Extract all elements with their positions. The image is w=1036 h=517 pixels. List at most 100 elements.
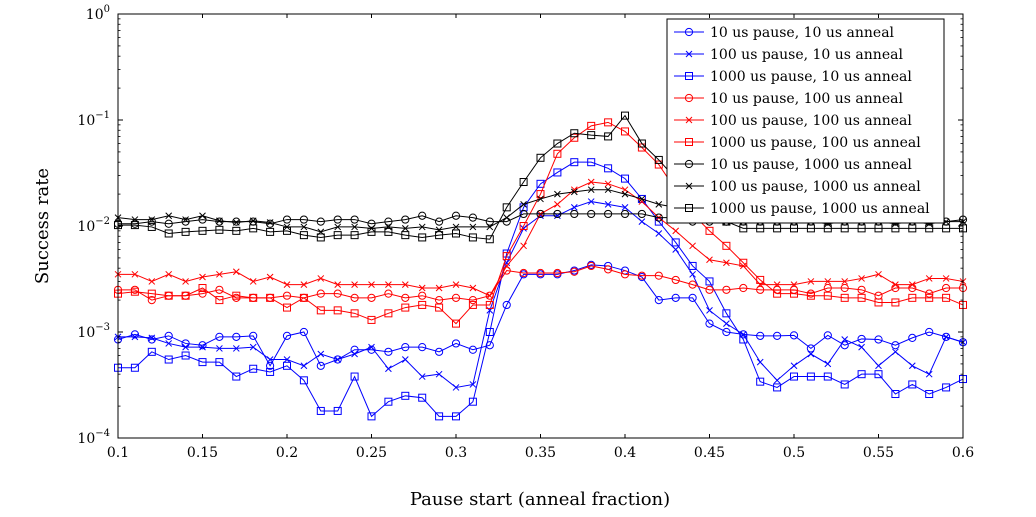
- data-point: [925, 289, 934, 298]
- data-point: [130, 287, 139, 296]
- data-point: [384, 227, 393, 236]
- y-tick-label: 10−1: [77, 110, 110, 129]
- y-axis-label: Success rate: [32, 168, 53, 284]
- data-point: [536, 153, 545, 162]
- data-point: [570, 267, 579, 276]
- data-point: [823, 224, 832, 233]
- data-point: [452, 412, 460, 421]
- data-point: [131, 270, 139, 278]
- data-point: [655, 230, 663, 237]
- data-point: [773, 289, 782, 298]
- ticks-layer: 0.1 0.15 0.2 0.25 0.3 0.35 0.4 0.45 0.5 0.55 0.6 10…: [77, 4, 974, 461]
- data-point: [351, 350, 358, 358]
- data-point: [570, 129, 579, 138]
- data-point: [333, 406, 342, 415]
- data-point: [840, 283, 849, 293]
- data-point: [468, 213, 477, 222]
- data-point: [908, 362, 916, 370]
- legend-box: [666, 18, 945, 224]
- data-point: [401, 343, 410, 352]
- data-point: [503, 214, 511, 221]
- legend-entry: 100 us pause, 10 us anneal: [674, 47, 903, 63]
- data-point: [570, 188, 578, 196]
- data-point: [334, 356, 342, 363]
- data-point: [232, 268, 240, 276]
- data-point: [367, 227, 376, 236]
- data-point: [739, 283, 748, 293]
- data-point: [925, 275, 933, 282]
- data-point: [384, 289, 393, 298]
- data-point: [198, 358, 207, 367]
- series-line: [118, 114, 963, 240]
- data-point: [182, 343, 189, 351]
- data-point: [807, 278, 815, 285]
- data-point: [147, 347, 156, 356]
- data-point: [130, 330, 139, 339]
- data-point: [892, 281, 899, 288]
- data-point: [637, 209, 647, 219]
- data-point: [806, 344, 816, 353]
- data-point: [823, 291, 832, 300]
- data-point: [385, 365, 392, 373]
- data-point: [401, 391, 410, 400]
- data-point: [587, 261, 596, 271]
- data-point: [282, 291, 292, 300]
- legend-entry: 10 us pause, 10 us anneal: [674, 25, 895, 41]
- data-point: [587, 158, 596, 167]
- data-point: [908, 293, 917, 302]
- data-point: [215, 225, 224, 234]
- data-point: [299, 293, 308, 302]
- x-tick-label: 0.15: [187, 445, 218, 461]
- data-point: [232, 226, 241, 235]
- data-point: [519, 222, 528, 230]
- data-point: [316, 406, 325, 415]
- x-tick-label: 0.6: [952, 445, 974, 461]
- data-point: [790, 289, 798, 298]
- legend-entry: 100 us pause, 100 us anneal: [674, 113, 912, 129]
- data-point: [942, 275, 950, 282]
- data-point: [182, 278, 189, 285]
- data-point: [435, 370, 443, 378]
- data-point: [925, 293, 934, 302]
- data-point: [232, 219, 240, 226]
- data-point: [283, 281, 291, 288]
- data-point: [604, 118, 613, 127]
- data-point: [874, 335, 883, 344]
- data-point: [858, 275, 865, 282]
- data-point: [452, 229, 460, 238]
- data-point: [367, 293, 376, 302]
- data-point: [908, 333, 917, 342]
- data-point: [857, 224, 866, 233]
- data-point: [316, 361, 325, 370]
- data-point: [333, 289, 342, 298]
- data-point: [198, 341, 207, 350]
- data-point: [891, 224, 900, 233]
- data-point: [824, 360, 832, 368]
- data-point: [773, 281, 781, 288]
- data-point: [351, 281, 358, 288]
- data-point: [942, 224, 951, 233]
- data-point: [165, 340, 173, 347]
- data-point: [316, 217, 325, 226]
- data-point: [891, 298, 900, 307]
- data-point: [790, 281, 798, 288]
- legend-marker: [685, 138, 693, 146]
- data-point: [485, 217, 494, 226]
- data-point: [823, 372, 832, 381]
- legend-label: 1000 us pause, 10 us anneal: [710, 69, 912, 85]
- data-point: [199, 273, 206, 281]
- data-point: [942, 332, 951, 341]
- series-3: [114, 158, 967, 421]
- y-tick-label: 10−3: [77, 322, 110, 341]
- x-tick-label: 0.35: [525, 445, 556, 461]
- data-point: [435, 217, 444, 226]
- data-point: [604, 164, 613, 173]
- data-point: [739, 335, 748, 344]
- data-point: [181, 291, 190, 300]
- data-point: [249, 278, 257, 285]
- data-point: [266, 219, 274, 226]
- x-tick-label: 0.4: [614, 445, 636, 461]
- y-tick-label: 100: [86, 4, 110, 23]
- data-point: [181, 351, 190, 360]
- data-point: [570, 203, 578, 211]
